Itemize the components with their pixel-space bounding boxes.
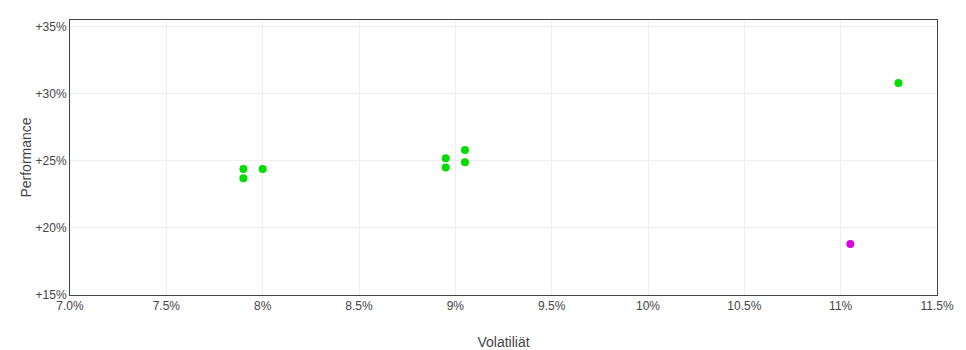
svg-text:Performance: Performance — [18, 117, 34, 197]
svg-text:+35%: +35% — [36, 20, 67, 34]
svg-text:7.5%: 7.5% — [153, 299, 181, 313]
svg-text:8.5%: 8.5% — [345, 299, 373, 313]
svg-text:+15%: +15% — [36, 288, 67, 302]
svg-text:Volatiliät: Volatiliät — [477, 334, 529, 350]
svg-text:+25%: +25% — [36, 154, 67, 168]
svg-text:11%: 11% — [829, 299, 852, 313]
svg-text:8%: 8% — [254, 299, 272, 313]
svg-text:+20%: +20% — [36, 221, 67, 235]
svg-text:11.5%: 11.5% — [920, 299, 953, 313]
svg-text:10.5%: 10.5% — [727, 299, 761, 313]
svg-text:+30%: +30% — [36, 87, 67, 101]
svg-text:7.0%: 7.0% — [56, 299, 84, 313]
svg-text:9%: 9% — [447, 299, 465, 313]
svg-text:9.5%: 9.5% — [538, 299, 566, 313]
svg-text:10%: 10% — [636, 299, 660, 313]
